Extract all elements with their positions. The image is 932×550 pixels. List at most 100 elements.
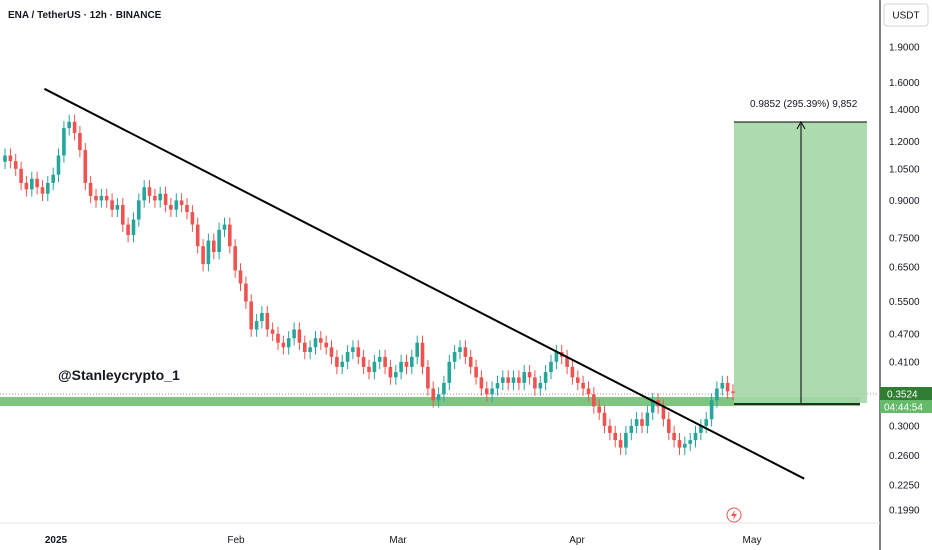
candle-body [228,224,232,247]
candle-body [249,301,253,330]
candle-body [485,388,489,395]
price-tick-label: 1.0500 [889,164,920,175]
candle-body [260,313,264,322]
candle-body [645,412,650,426]
current-price-badge [880,387,932,400]
candle-body [618,440,623,448]
candle-body [506,377,510,383]
price-tick-label: 0.1990 [889,506,920,517]
candle-body [640,419,644,426]
candle-body [195,224,200,247]
candle-body [624,432,628,448]
candle-body [35,178,39,188]
price-tick-label: 0.2600 [889,451,920,462]
candle-body [137,200,141,220]
price-tick-label: 0.7500 [889,233,920,244]
candle-body [78,133,82,151]
candle-body [46,182,50,194]
candle-body [463,347,468,357]
candle-body [543,372,548,383]
countdown-badge [880,400,932,413]
candle-body [56,155,61,175]
price-tick-label: 1.9000 [889,43,920,54]
candle-body [613,432,617,441]
candle-body [709,400,714,420]
candle-body [158,193,162,201]
price-tick-label: 0.3000 [889,421,920,432]
candle-body [313,338,318,348]
candle-body [276,333,280,343]
candle-body [592,394,596,407]
candle-body [297,329,302,343]
candle-body [388,366,393,378]
watermark: @Stanleycrypto_1 [58,367,180,383]
measure-label: 0.9852 (295.39%) 9,852 [750,99,858,110]
time-axis-labels: 2025 Feb Mar Apr May [45,535,762,546]
candle-body [286,338,291,348]
candle-body [3,155,7,162]
price-tick-label: 0.4700 [889,329,920,340]
candle-body [474,366,478,378]
candle-body [468,356,473,367]
countdown-value: 04:44:54 [884,403,923,414]
candle-body [683,443,687,448]
time-tick-label: Apr [569,535,585,546]
candle-body [549,361,553,373]
candle-body [404,361,409,367]
candle-body [40,187,45,194]
candle-body [217,229,221,252]
candle-body [72,121,77,133]
candle-body [527,372,532,378]
candle-body [24,182,29,190]
candle-body [699,425,703,433]
candle-body [335,356,339,367]
candle-body [720,382,725,389]
price-tick-label: 1.4000 [889,105,920,116]
candle-body [83,150,88,183]
candle-body [436,394,441,401]
lightning-icon[interactable] [726,507,742,523]
candle-body [731,391,735,393]
candle-body [490,388,494,395]
candle-body [650,400,655,413]
candle-body [13,161,18,169]
candle-body [308,347,312,352]
candle-body [201,246,205,265]
candle-body [431,388,435,401]
candle-body [142,187,146,201]
candle-body [212,240,216,252]
candle-body [233,246,237,271]
price-tick-label: 0.6500 [889,263,920,274]
chart-title: ENA / TetherUS · 12h · BINANCE [8,10,162,21]
candle-body [597,406,601,413]
time-tick-label: May [743,535,762,546]
candle-body [115,205,120,210]
candle-body [292,329,296,339]
currency-button[interactable] [883,3,929,27]
candle-body [452,352,457,362]
candle-body [147,187,152,196]
trendline[interactable] [43,87,805,480]
time-tick-label: Mar [389,535,407,546]
candle-body [608,425,612,433]
candle-body [179,200,184,205]
candle-body [447,361,452,383]
candle-body [153,195,157,201]
measure-arrow-head [796,120,806,130]
candle-body [399,361,403,373]
candle-body [693,432,698,441]
candle-body [458,347,462,352]
candle-body [131,219,136,236]
candle-body [88,182,93,196]
candle-body [394,372,398,378]
candle-body [377,356,382,362]
candle-body [270,329,275,334]
candle-body [67,121,71,129]
price-tick-label: 0.5500 [889,297,920,308]
candle-body [581,382,585,389]
price-axis-ticks: 1.9000 1.6000 1.4000 1.2000 1.0500 0.9000 0.75… [889,43,920,517]
candle-body [238,270,243,284]
candle-body [586,388,591,395]
